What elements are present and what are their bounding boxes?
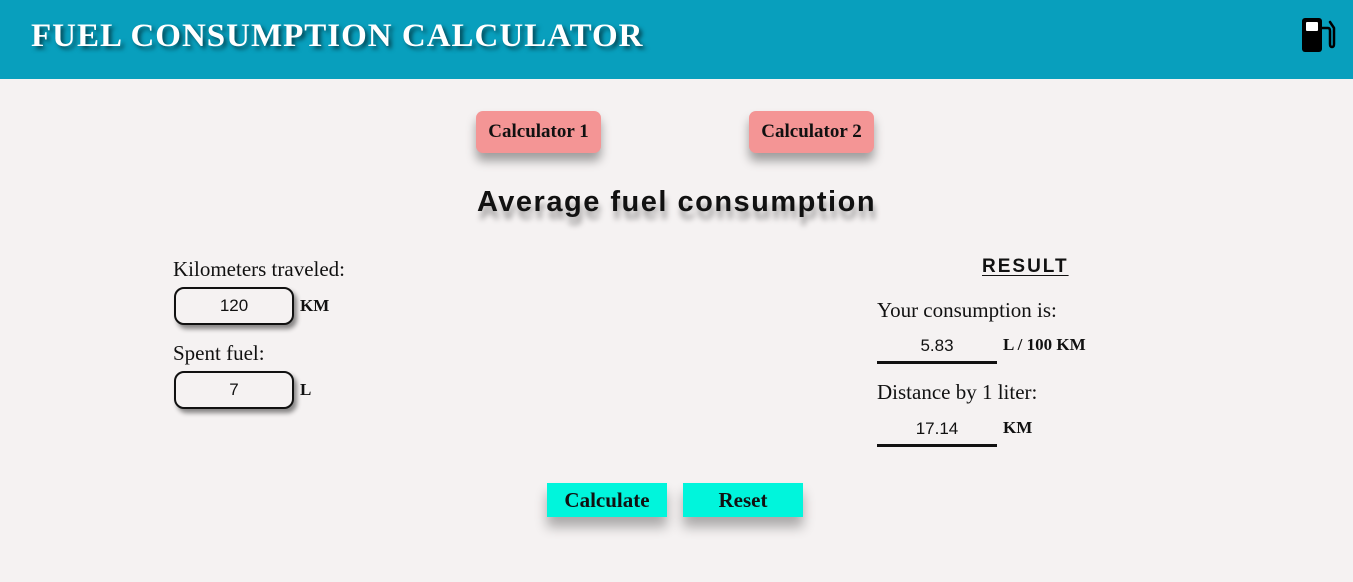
kilometers-input[interactable]: [174, 287, 294, 325]
tab-calculator-2[interactable]: Calculator 2: [749, 111, 874, 153]
fuel-pump-icon: [1302, 18, 1336, 52]
result-heading: RESULT: [982, 256, 1069, 277]
distance-unit: KM: [1003, 418, 1033, 437]
fuel-input[interactable]: [174, 371, 294, 409]
tab-calculator-1[interactable]: Calculator 1: [476, 111, 601, 153]
distance-value: 17.14: [877, 413, 997, 447]
consumption-unit: L / 100 KM: [1003, 335, 1086, 354]
fuel-label: Spent fuel:: [173, 341, 265, 365]
page-title: Average fuel consumption: [476, 186, 877, 218]
distance-label: Distance by 1 liter:: [877, 380, 1038, 404]
kilometers-label: Kilometers traveled:: [173, 257, 346, 281]
kilometers-unit: KM: [300, 296, 330, 315]
app-title: FUEL CONSUMPTION CALCULATOR: [31, 18, 644, 54]
reset-button[interactable]: Reset: [683, 483, 803, 517]
consumption-label: Your consumption is:: [877, 298, 1057, 322]
calculate-button[interactable]: Calculate: [547, 483, 667, 517]
consumption-value: 5.83: [877, 330, 997, 364]
app-header: FUEL CONSUMPTION CALCULATOR: [0, 0, 1353, 79]
fuel-unit: L: [300, 380, 312, 399]
